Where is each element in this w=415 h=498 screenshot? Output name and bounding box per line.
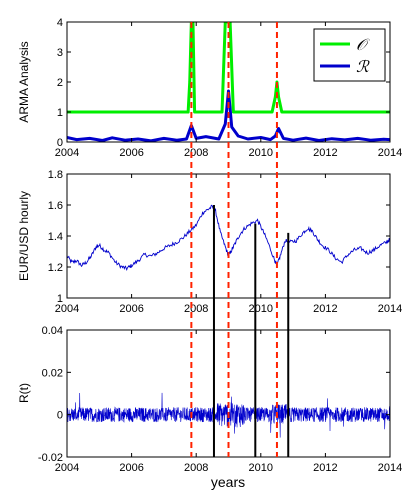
y-tick-label-eurusd-1.8: 1.8: [48, 169, 63, 181]
x-tick-label-eurusd-2004: 2004: [55, 303, 79, 315]
y-tick-label-eurusd-1: 1: [57, 293, 63, 305]
y-tick-label-returns-0.02: 0.02: [42, 367, 63, 379]
y-tick-label-eurusd-1.2: 1.2: [48, 262, 63, 274]
panel-arma: 2004 2006 2008 2010 2012 2014 0 1 2 3 4 ARMA Analy…: [17, 17, 402, 159]
annotation-layer: [190, 22, 290, 457]
y-tick-label-returns-0.04: 0.04: [42, 325, 63, 337]
panel-eurusd: 2004 2006 2008 2010 2012 2014 1 1.2 1.4 1.6 1.8 EU…: [17, 169, 402, 315]
ylabel-arma: ARMA Analysis: [17, 41, 31, 122]
x-tick-label-returns-2014: 2014: [378, 462, 402, 474]
y-tick-label-arma-1: 1: [57, 107, 63, 119]
x-tick-label-arma-2010: 2010: [249, 147, 273, 159]
legend-box: [313, 28, 386, 82]
x-tick-label-arma-2012: 2012: [313, 147, 337, 159]
x-tick-label-arma-2008: 2008: [184, 147, 208, 159]
y-tick-label-arma-4: 4: [57, 17, 63, 29]
y-tick-label-eurusd-1.4: 1.4: [48, 231, 63, 243]
legend-label-r: ℛ: [356, 57, 370, 76]
x-tick-label-returns-2006: 2006: [119, 462, 143, 474]
ticks-arma: 2004 2006 2008 2010 2012 2014 0 1 2 3 4: [55, 17, 402, 159]
x-tick-label-returns-2008: 2008: [184, 462, 208, 474]
y-tick-label-arma-0: 0: [57, 137, 63, 149]
ticks-returns: 2004 2006 2008 2010 2012 2014 -0.02 0 0.02 0.04: [38, 325, 402, 474]
legend: 𝒪 ℛ: [313, 28, 386, 82]
x-tick-label-arma-2014: 2014: [378, 147, 402, 159]
x-tick-label-eurusd-2006: 2006: [119, 303, 143, 315]
x-tick-label-arma-2004: 2004: [55, 147, 79, 159]
x-tick-label-eurusd-2008: 2008: [184, 303, 208, 315]
y-tick-label-arma-2: 2: [57, 77, 63, 89]
panel-returns: 2004 2006 2008 2010 2012 2014 -0.02 0 0.02 0.04 R…: [17, 325, 402, 490]
y-tick-label-returns--0.02: -0.02: [38, 452, 63, 464]
x-tick-label-returns-2012: 2012: [313, 462, 337, 474]
x-tick-label-arma-2006: 2006: [119, 147, 143, 159]
x-tick-label-eurusd-2010: 2010: [249, 303, 273, 315]
y-tick-label-arma-3: 3: [57, 47, 63, 59]
x-tick-label-eurusd-2012: 2012: [313, 303, 337, 315]
ticks-eurusd: 2004 2006 2008 2010 2012 2014 1 1.2 1.4 1.6 1.8: [48, 169, 403, 315]
x-tick-label-returns-2004: 2004: [55, 462, 79, 474]
x-tick-label-eurusd-2014: 2014: [378, 303, 402, 315]
x-tick-label-returns-2010: 2010: [249, 462, 273, 474]
ylabel-returns: R(t): [17, 383, 31, 403]
ylabel-eurusd: EUR/USD hourly: [17, 191, 31, 281]
y-tick-label-eurusd-1.6: 1.6: [48, 200, 63, 212]
xlabel-years: years: [211, 474, 245, 490]
y-tick-label-returns-0: 0: [57, 410, 63, 422]
